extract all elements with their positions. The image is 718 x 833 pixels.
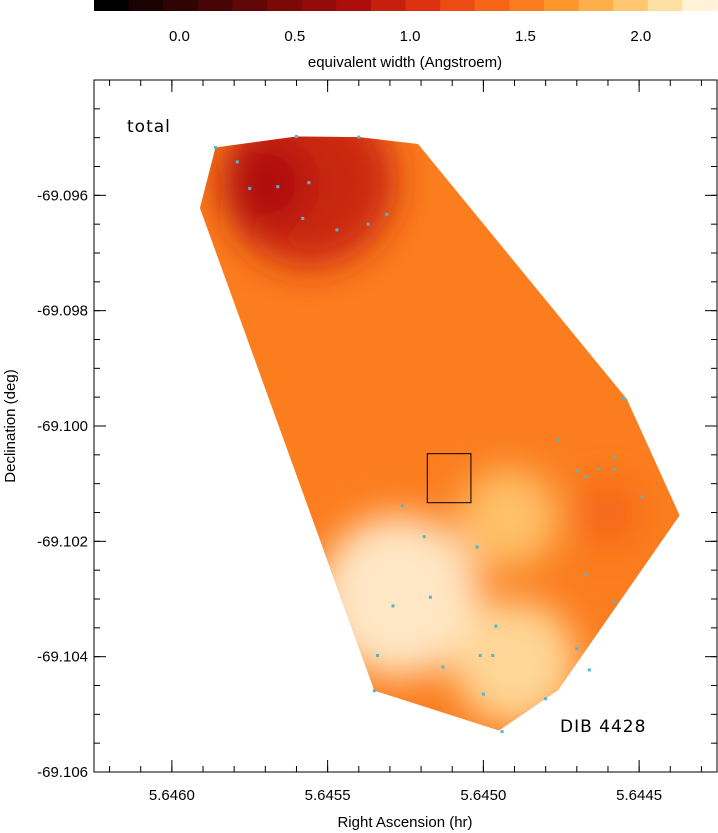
heatmap-region — [199, 136, 680, 731]
y-tick-label: -69.106 — [37, 764, 88, 781]
y-axis-ticks: -69.096 -69.098 -69.100 -69.102 -69.104 -69.1… — [37, 108, 717, 781]
sample-point — [422, 535, 426, 539]
colorbar-segment — [543, 0, 580, 11]
sample-point — [248, 186, 252, 190]
sample-point — [307, 181, 311, 185]
y-tick-label: -69.096 — [37, 187, 88, 204]
sample-point — [294, 135, 298, 139]
y-tick-label: -69.100 — [37, 418, 88, 435]
sample-point — [481, 692, 485, 696]
sample-point — [478, 654, 482, 658]
y-tick-label: -69.098 — [37, 303, 88, 320]
sample-point — [213, 145, 217, 149]
sample-point — [276, 185, 280, 189]
sample-point — [372, 689, 376, 693]
sample-point — [544, 697, 548, 701]
sample-point — [301, 216, 305, 220]
sample-point — [575, 469, 579, 473]
sample-point — [640, 495, 644, 499]
sample-point — [584, 475, 588, 479]
sample-point — [612, 467, 616, 471]
sample-point — [400, 504, 404, 508]
colorbar-tick-label: 2.0 — [630, 28, 651, 45]
sample-point — [235, 160, 239, 164]
heatmap-shading-feature — [514, 136, 577, 146]
sample-point — [375, 654, 379, 658]
sample-point — [584, 573, 588, 577]
colorbar-segment — [232, 0, 268, 11]
colorbar-tick-label: 0.5 — [284, 28, 305, 45]
sample-point — [491, 654, 495, 658]
sample-point — [391, 604, 395, 608]
colorbar-segment — [128, 0, 164, 11]
x-tick-label: 5.6445 — [616, 787, 662, 804]
colorbar-segment — [405, 0, 441, 11]
x-tick-label: 5.6460 — [149, 787, 195, 804]
sample-point — [494, 624, 498, 628]
colorbar-tick-label: 1.0 — [400, 28, 421, 45]
x-axis-title: Right Ascension (hr) — [337, 814, 472, 831]
sample-point — [385, 212, 389, 216]
colorbar — [94, 0, 718, 11]
sample-point — [441, 665, 445, 669]
sample-point — [556, 438, 560, 442]
sample-point — [428, 595, 432, 599]
y-tick-label: -69.104 — [37, 649, 88, 666]
annotation-total: total — [127, 117, 171, 137]
y-axis-title: Declination (deg) — [2, 369, 19, 482]
sample-point — [612, 455, 616, 459]
colorbar-segment — [647, 0, 683, 11]
sample-point — [597, 467, 601, 471]
sample-point — [500, 730, 504, 734]
annotation-dib: DIB 4428 — [560, 717, 646, 737]
sample-point — [575, 647, 579, 651]
colorbar-tick-labels: 0.0 0.5 1.0 1.5 2.0 — [169, 28, 651, 45]
sample-point — [622, 397, 626, 401]
sample-point — [612, 600, 616, 604]
colorbar-tick-label: 1.5 — [515, 28, 536, 45]
x-axis-ticks: 5.6460 5.6455 5.6450 5.6445 — [109, 80, 702, 804]
colorbar-segment — [336, 0, 372, 11]
heatmap-shading-feature — [221, 140, 309, 228]
sample-point — [587, 668, 591, 672]
heatmap-base-fill — [199, 136, 680, 731]
sample-point — [357, 135, 361, 139]
x-tick-label: 5.6455 — [305, 787, 351, 804]
heatmap-shading-feature — [576, 481, 640, 544]
colorbar-segment — [440, 0, 476, 11]
sample-point — [475, 545, 479, 549]
colorbar-label: equivalent width (Angstroem) — [308, 54, 502, 71]
colorbar-segment — [682, 0, 718, 11]
heatmap-shading-feature — [458, 468, 559, 569]
colorbar-segment — [474, 0, 510, 11]
heatmap-shading-feature — [318, 515, 481, 678]
colorbar-segment — [578, 0, 614, 11]
colorbar-segment — [94, 0, 130, 11]
colorbar-segment — [267, 0, 303, 11]
colorbar-segment — [370, 0, 406, 11]
colorbar-tick-label: 0.0 — [169, 28, 190, 45]
colorbar-segment — [197, 0, 233, 11]
colorbar-segment — [509, 0, 545, 11]
highlight-box — [426, 453, 472, 504]
sample-point — [335, 228, 339, 232]
colorbar-segment — [613, 0, 649, 11]
colorbar-segment — [163, 0, 199, 11]
x-tick-label: 5.6450 — [460, 787, 506, 804]
colorbar-segment — [301, 0, 337, 11]
heatmap-shading-feature — [452, 600, 577, 725]
sample-point — [366, 222, 370, 226]
sample-points — [213, 135, 644, 734]
y-tick-label: -69.102 — [37, 533, 88, 550]
